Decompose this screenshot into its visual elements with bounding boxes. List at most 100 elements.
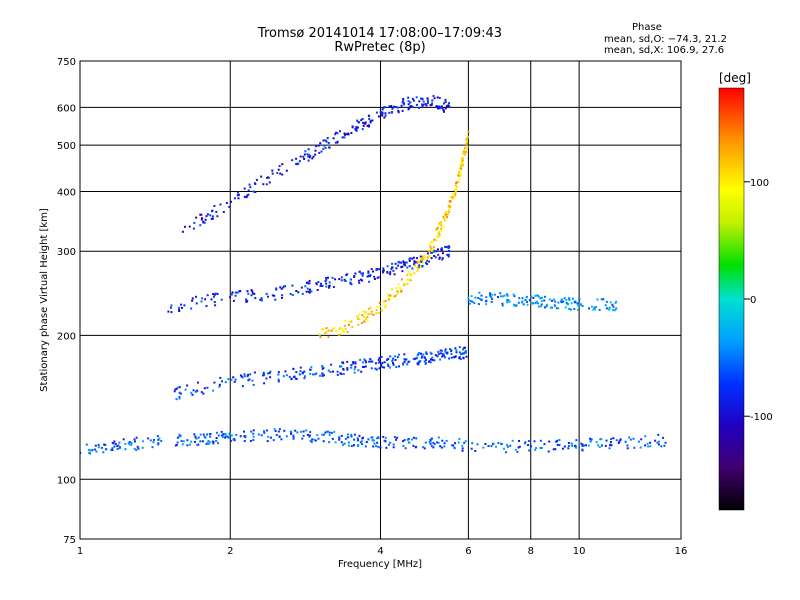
data-point [428,250,430,253]
data-point [157,442,160,445]
data-point [605,300,608,303]
data-point [558,444,561,446]
data-point [490,445,493,448]
data-point [102,451,105,454]
data-point [252,435,255,438]
data-point [554,300,557,303]
data-point [365,441,368,443]
data-point [535,447,537,450]
data-point [214,292,217,295]
data-point [394,106,397,108]
data-point [437,253,440,256]
data-point [252,439,255,441]
data-point [255,178,258,181]
data-point [411,267,414,270]
data-point [382,300,385,303]
data-point [438,233,441,236]
data-point [347,132,349,135]
data-point [370,436,373,439]
data-point [349,278,352,281]
data-point [426,100,429,103]
data-point [279,172,282,175]
data-point [190,440,193,443]
data-point [340,365,343,368]
data-point [444,219,447,222]
data-point [430,445,433,448]
data-point [279,286,282,289]
data-point [421,255,424,258]
data-point [583,444,585,447]
data-point [485,303,488,306]
data-point [221,380,223,383]
stats-line-o: mean, sd,O: −74.3, 21.2 [604,34,727,45]
data-point [405,261,408,264]
data-point [397,109,400,112]
data-point [490,295,492,298]
data-point [253,371,256,374]
data-point [407,441,410,444]
data-point [314,153,317,156]
data-point [458,172,461,175]
data-point [477,297,480,299]
data-point [550,306,553,309]
data-point [206,386,209,389]
data-point [457,181,460,184]
data-point [358,270,361,273]
data-point [474,296,477,299]
data-point [539,305,542,308]
data-point [333,327,336,330]
data-point [363,320,365,323]
chart-title: Tromsø 20141014 17:08:00–17:09:43 [257,26,503,41]
data-point [421,258,424,261]
data-point [273,428,276,431]
data-point [555,307,558,310]
data-point [413,358,416,361]
data-point [229,296,232,299]
data-point [357,439,359,442]
data-point [179,392,182,395]
data-point [557,301,560,304]
data-point [257,433,260,436]
data-point [252,383,255,386]
data-point [330,363,333,366]
data-point [305,281,308,284]
data-point [399,261,402,264]
data-point [202,433,205,436]
data-point [415,437,418,440]
data-point [431,356,434,359]
data-point [357,279,360,282]
data-point [220,298,223,301]
data-point [608,447,611,450]
data-point [335,131,338,134]
data-point [318,151,321,154]
data-point [364,445,367,448]
data-point [327,369,330,372]
data-point [463,148,466,151]
data-point [274,298,277,301]
data-point [460,168,462,171]
data-point [342,330,345,333]
data-point [573,301,576,304]
data-point [462,356,465,359]
data-point [360,119,363,122]
data-point [436,234,439,237]
data-point [239,435,242,438]
data-point [262,371,265,374]
data-point [280,438,283,441]
data-point [397,291,400,294]
data-point [319,284,322,287]
data-point [228,433,231,436]
data-point [415,445,418,448]
data-point [265,183,268,186]
data-point [360,278,362,281]
data-point [355,129,358,132]
data-point [443,445,446,448]
data-point [248,378,251,381]
data-point [213,301,216,303]
data-point [307,148,310,151]
data-point [443,102,445,105]
data-point [354,361,357,364]
data-point [320,282,322,285]
data-point [448,102,450,105]
data-point [141,446,144,449]
